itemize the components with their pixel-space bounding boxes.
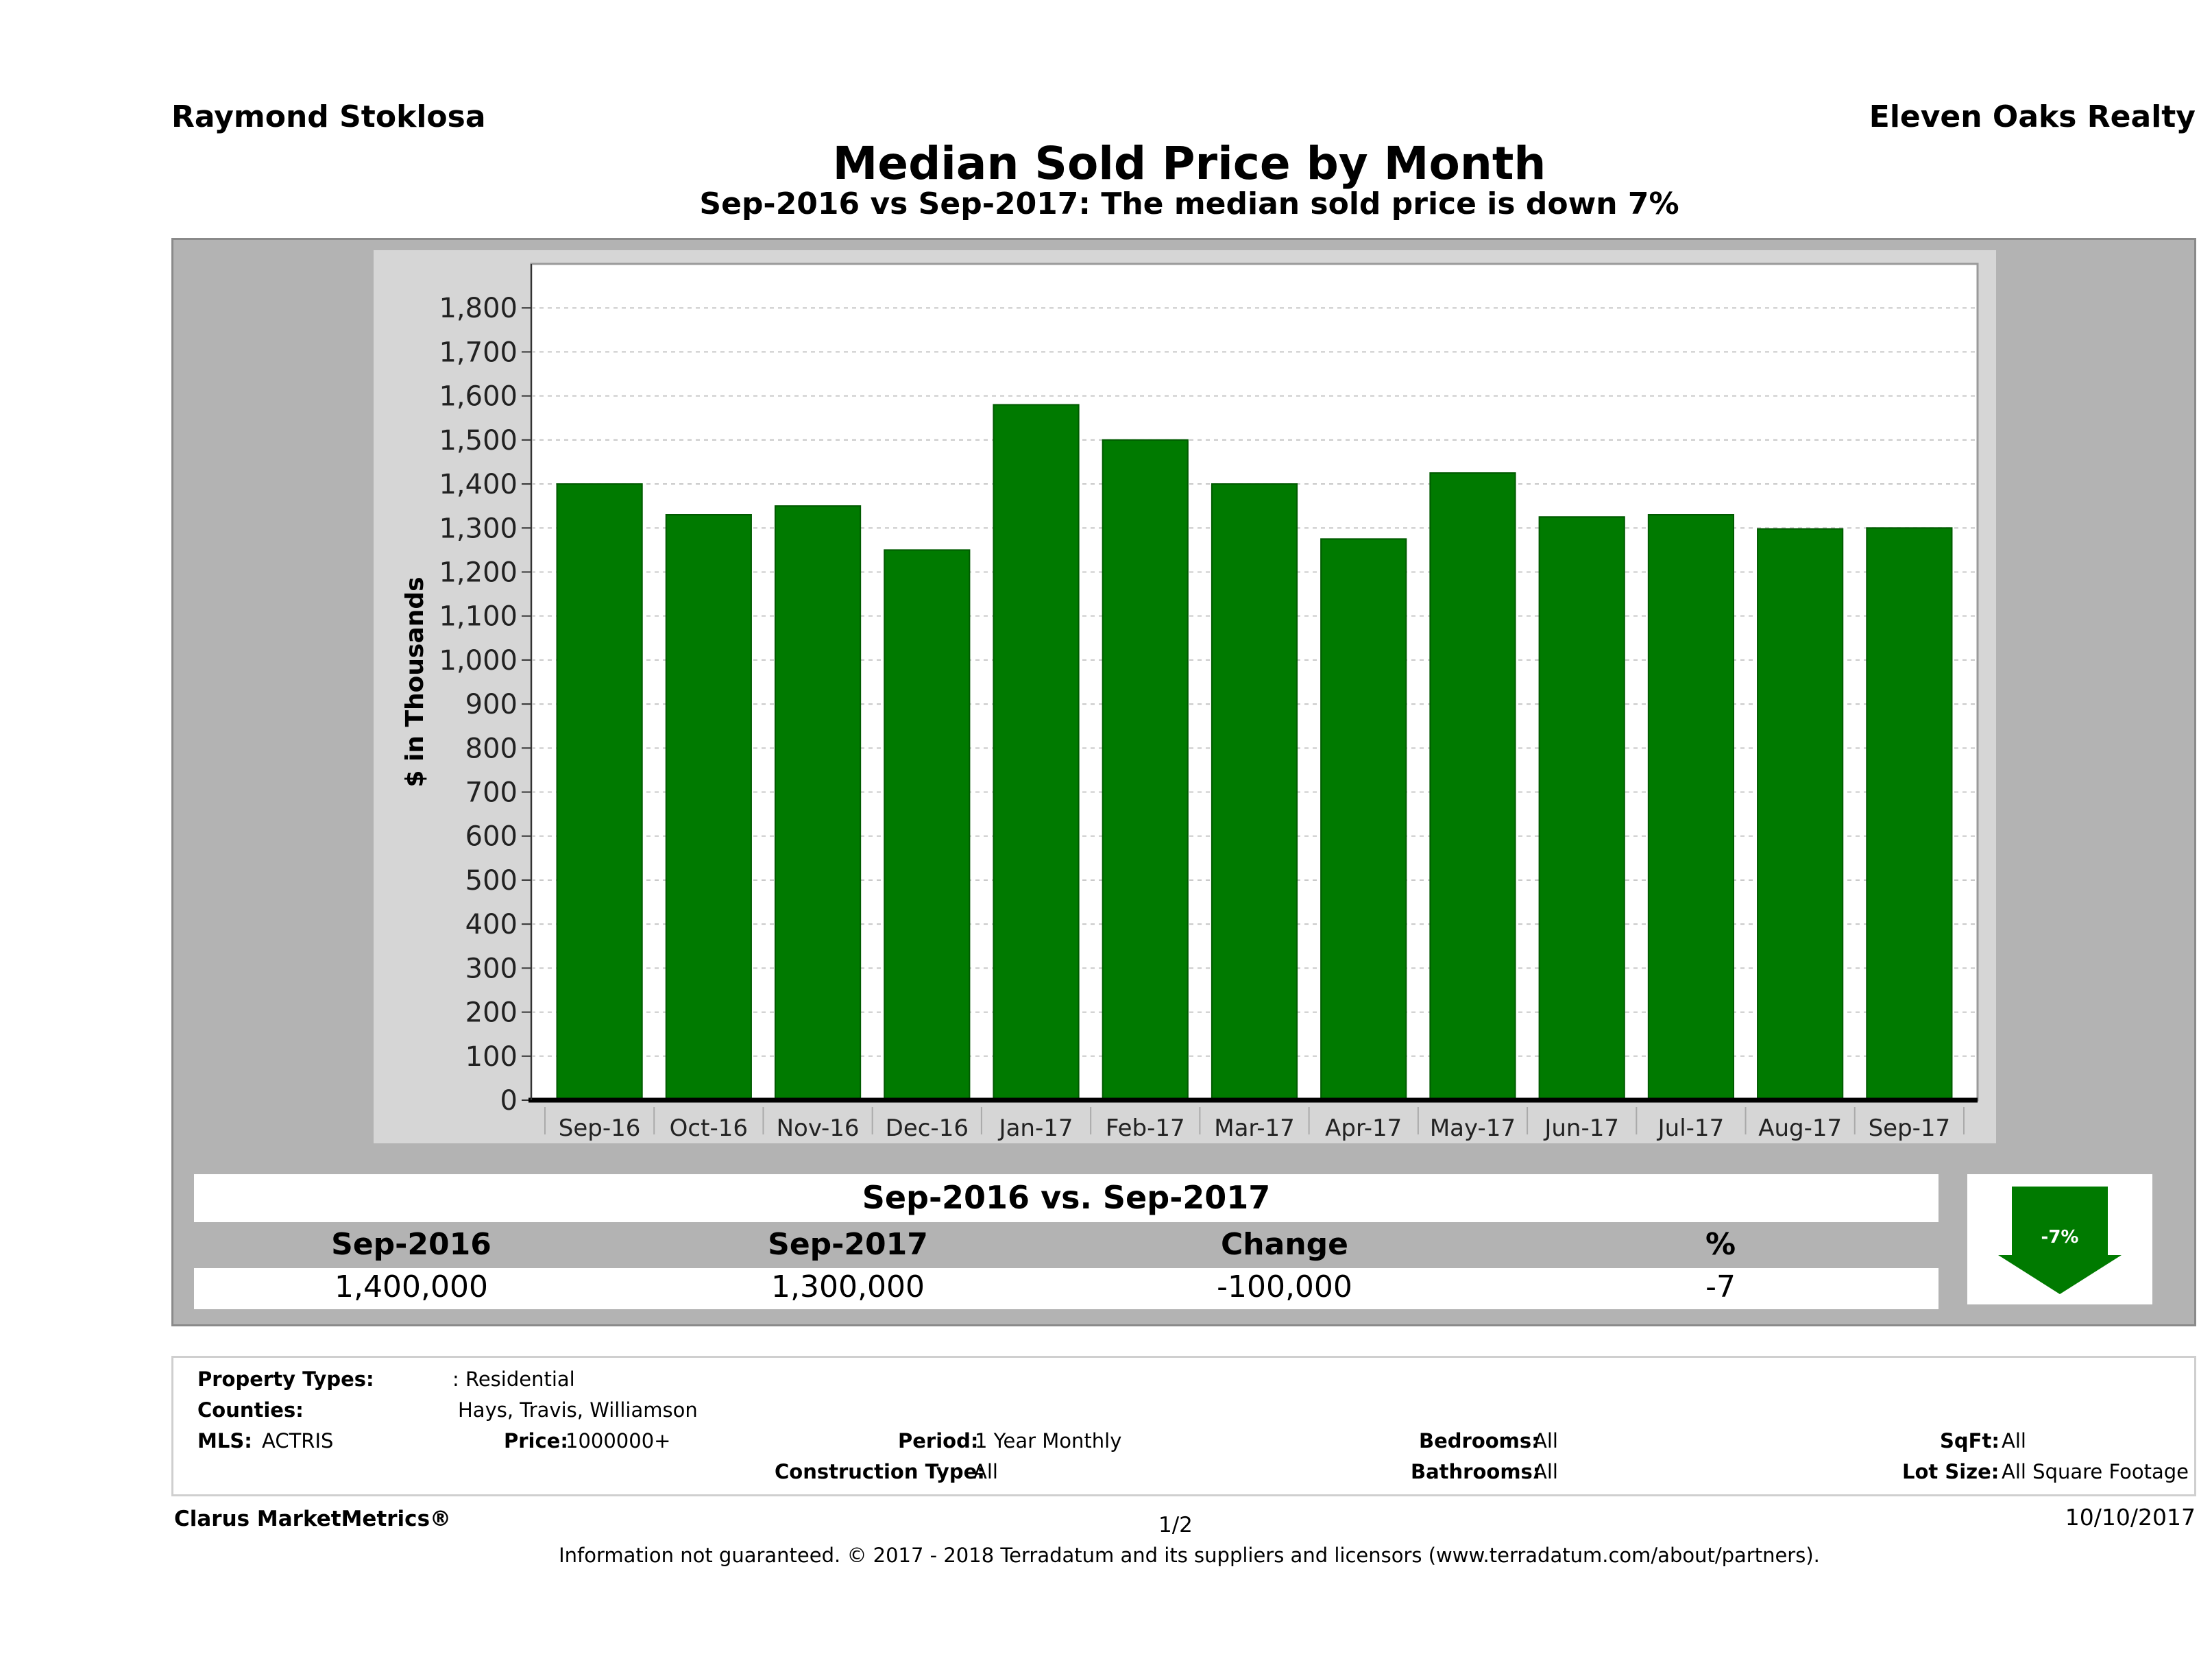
y-tick-label: 1,200 [439,557,518,588]
summary-values-row [194,1268,1938,1309]
y-tick-label: 600 [465,821,518,853]
x-tick-label: May-17 [1430,1115,1516,1142]
bar-sep-17 [1866,527,1953,1101]
summary-value-change: -100,000 [1217,1269,1352,1304]
y-tick-label: 1,600 [439,381,518,413]
sqft-label: SqFt: [1940,1429,2000,1452]
bar-dec-16 [884,549,971,1101]
period-value: 1 Year Monthly [975,1429,1122,1452]
counties-label: Counties: [197,1398,304,1422]
bathrooms-label: Bathrooms: [1411,1460,1541,1483]
x-tick-label: Feb-17 [1106,1115,1185,1142]
y-tick-label: 700 [465,777,518,809]
y-tick-label: 900 [465,689,518,720]
bar-oct-16 [665,514,752,1101]
construction-type-value: All [973,1460,998,1483]
price-label: Price: [504,1429,568,1452]
counties-value: Hays, Travis, Williamson [458,1398,698,1422]
summary-header-sep-2017: Sep-2017 [768,1227,928,1262]
summary-title: Sep-2016 vs. Sep-2017 [862,1179,1271,1216]
bar-aug-17 [1757,528,1844,1101]
bar-nov-16 [774,505,862,1101]
summary-header-sep-2016: Sep-2016 [331,1227,491,1262]
x-tick-label: Jun-17 [1543,1115,1619,1142]
bar-jan-17 [993,404,1080,1101]
property-types-value: : Residential [452,1367,575,1391]
chart-subtitle: Sep-2016 vs Sep-2017: The median sold pr… [699,186,1679,221]
y-tick-label: 100 [465,1041,518,1073]
summary-value-sep-2017: 1,300,000 [771,1269,925,1304]
mls-value: ACTRIS [262,1429,334,1452]
bathrooms-value: All [1533,1460,1558,1483]
x-tick-label: Nov-16 [777,1115,860,1142]
y-tick-label: 300 [465,953,518,984]
property-types-label: Property Types: [197,1367,374,1391]
x-tick-label: Mar-17 [1214,1115,1295,1142]
lot-size-label: Lot Size: [1902,1460,2000,1483]
x-tick-label: Aug-17 [1758,1115,1842,1142]
bar-mar-17 [1211,483,1298,1102]
summary-header-change: Change [1221,1227,1348,1262]
disclaimer: Information not guaranteed. © 2017 - 201… [559,1544,1820,1567]
y-tick-label: 400 [465,909,518,940]
report-date: 10/10/2017 [2065,1504,2196,1531]
y-tick-label: 500 [465,865,518,897]
bar-feb-17 [1102,439,1189,1101]
x-tick-label: Sep-17 [1869,1115,1951,1142]
y-tick-label: 1,000 [439,645,518,677]
badge-label: -7% [2041,1227,2079,1248]
summary-value-percent: -7 [1705,1269,1736,1304]
mls-label: MLS: [197,1429,252,1452]
bar-chart: $ in Thousands 0 100 200 300 400 500 600 700 800 9… [401,263,1979,1142]
y-tick-label: 200 [465,997,518,1029]
x-tick-label: Apr-17 [1325,1115,1402,1142]
bar-apr-17 [1320,538,1407,1101]
brokerage-name: Eleven Oaks Realty [1869,99,2196,134]
x-tick-label: Jan-17 [998,1115,1073,1142]
price-value: 1000000+ [566,1429,671,1452]
construction-type-label: Construction Type: [775,1460,985,1483]
summary-header-percent: % [1705,1227,1736,1262]
bar-may-17 [1429,472,1516,1101]
lot-size-value: All Square Footage [2002,1460,2189,1483]
bar-jun-17 [1538,516,1625,1102]
y-tick-label: 1,100 [439,601,518,633]
x-tick-label: Dec-16 [886,1115,969,1142]
y-axis-label: $ in Thousands [401,576,429,787]
y-tick-label: 1,800 [439,293,518,324]
y-tick-label: 1,400 [439,469,518,500]
y-tick-label: 0 [500,1085,518,1117]
page-number: 1/2 [1158,1513,1193,1537]
chart-title: Median Sold Price by Month [832,137,1546,190]
y-tick-label: 800 [465,733,518,764]
agent-name: Raymond Stoklosa [171,99,486,134]
period-label: Period: [898,1429,979,1452]
y-tick-label: 1,300 [439,513,518,544]
y-tick-label: 1,700 [439,337,518,368]
summary-title-row [194,1174,1938,1222]
filters-box [171,1356,2196,1496]
x-tick-label: Sep-16 [559,1115,641,1142]
summary-value-sep-2016: 1,400,000 [335,1269,488,1304]
bedrooms-value: All [1533,1429,1558,1452]
y-tick-label: 1,500 [439,425,518,457]
bar-jul-17 [1647,514,1735,1101]
bar-sep-16 [556,483,643,1102]
bedrooms-label: Bedrooms: [1419,1429,1540,1452]
down-arrow-icon: -7% [1998,1187,2122,1294]
x-tick-label: Oct-16 [670,1115,748,1142]
x-tick-label: Jul-17 [1657,1115,1725,1142]
footer-brand: Clarus MarketMetrics® [174,1507,452,1531]
sqft-value: All [2002,1429,2026,1452]
